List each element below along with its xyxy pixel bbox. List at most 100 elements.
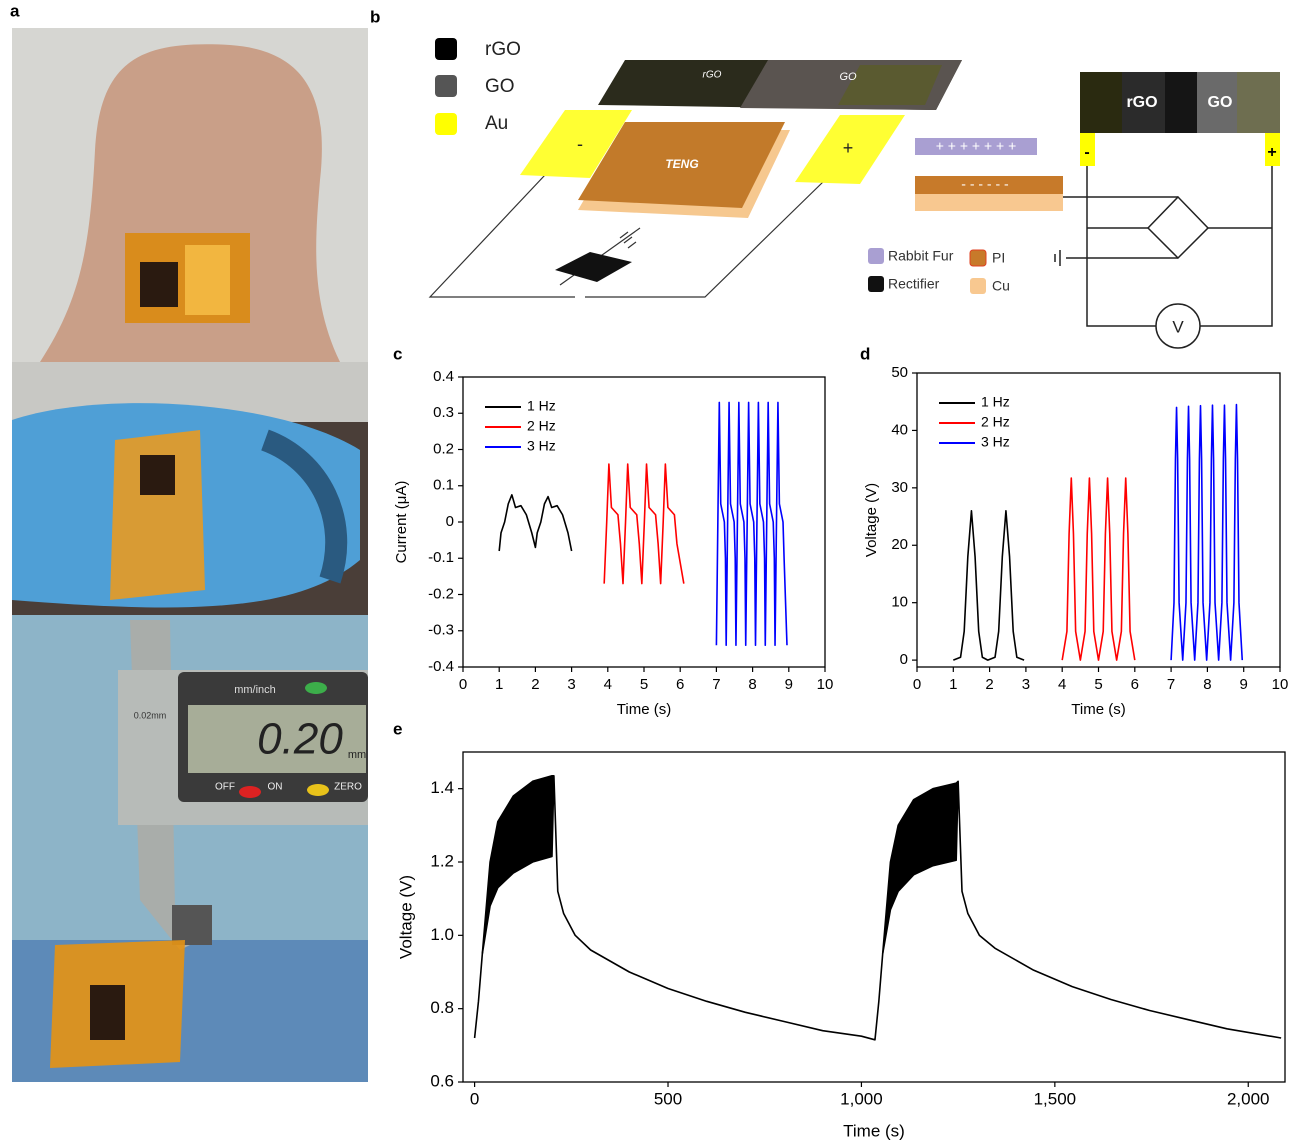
material-swatch [868,276,884,292]
legend-label: rGO [485,39,521,60]
x-tick-label: 8 [748,676,756,693]
y-axis-title: Voltage (V) [396,875,415,959]
circuit [1055,166,1272,348]
device-label: rGO [703,70,722,81]
electrode-dark [90,985,125,1040]
x-tick-label: 10 [817,676,834,693]
legend-swatch [435,75,457,97]
y-tick-label: 0.3 [433,404,454,421]
series-line [1062,478,1135,660]
y-tick-label: 0.4 [433,368,454,385]
panel-label: a [10,1,20,20]
figure: a b c d e mm/inch 0.20 mm OFF ON ZERO 0.… [0,0,1293,1140]
x-tick-label: 1 [949,676,957,693]
y-tick-label: 40 [891,421,908,438]
panel-label: d [860,344,870,363]
legend-label: 2 Hz [527,418,556,434]
series-line [499,495,571,551]
electrode-dark [140,262,178,307]
y-tick-label: 0 [446,513,454,530]
charge-label: + + + + + + + [936,138,1017,154]
charging-band [883,781,958,953]
photo-wrist [12,28,368,362]
button [305,682,327,694]
electrode-dark [140,455,175,495]
material-label: PI [992,250,1005,266]
x-tick-label: 5 [1094,676,1102,693]
jaw-tip [172,905,212,945]
series-line [475,776,1282,1040]
electrode-label: - [1084,144,1089,161]
x-tick-label: 4 [1058,676,1066,693]
legend-swatch [435,113,457,135]
x-tick-label: 9 [785,676,793,693]
button [307,784,329,796]
strip-segment [1165,72,1197,133]
legend-label: 1 Hz [527,398,556,414]
y-tick-label: 0.8 [430,998,454,1017]
legend-label: Au [485,113,508,134]
legend-label: 2 Hz [981,414,1010,430]
x-tick-label: 9 [1240,676,1248,693]
x-tick-label: 7 [712,676,720,693]
caliper-text: ZERO [334,782,362,793]
y-tick-label: -0.2 [428,585,454,602]
strip-segment [1080,72,1122,133]
strip-label: GO [1208,94,1233,111]
material-label: Rabbit Fur [888,248,954,264]
x-tick-label: 2,000 [1227,1089,1270,1108]
x-tick-label: 6 [1131,676,1139,693]
x-tick-label: 0 [470,1089,479,1108]
legend-label: 1 Hz [981,394,1010,410]
x-tick-label: 7 [1167,676,1175,693]
x-tick-label: 3 [567,676,575,693]
legend-label: 3 Hz [527,438,556,454]
cu-layer [915,194,1063,211]
x-tick-label: 4 [604,676,612,693]
y-tick-label: 30 [891,479,908,496]
y-tick-label: 1.0 [430,925,454,944]
photo-foam [12,362,368,615]
y-axis-title: Voltage (V) [863,483,880,557]
series-line [1171,405,1242,661]
x-tick-label: 0 [459,676,467,693]
electrode-label: - [577,134,583,154]
y-tick-label: 50 [891,364,908,381]
x-tick-label: 3 [1022,676,1030,693]
panel-label: c [393,344,402,363]
path [1055,250,1060,266]
legend-label: 3 Hz [981,434,1010,450]
y-tick-label: 20 [891,536,908,553]
device-label: TENG [665,157,698,171]
panel-label: b [370,7,380,26]
button [239,786,261,798]
x-axis-title: Time (s) [843,1121,905,1140]
material-swatch [970,250,986,266]
x-tick-label: 2 [985,676,993,693]
charging-band [482,776,554,954]
caliper-text: 0.02mm [134,710,167,720]
x-tick-label: 1,000 [840,1089,883,1108]
polyline [1087,166,1156,326]
meter-label: V [1172,317,1184,336]
material-label: Rectifier [888,276,940,292]
y-axis-title: Current (μA) [393,481,410,564]
device-label: GO [839,71,857,83]
legend-swatch [435,38,457,60]
y-tick-label: 0.6 [430,1071,454,1090]
strip-label: rGO [1126,94,1157,111]
caliper-text: OFF [215,782,235,793]
x-tick-label: 8 [1203,676,1211,693]
x-tick-label: 5 [640,676,648,693]
y-tick-label: 0.1 [433,477,454,494]
page: Figure {"panel_labels": ["a", "b", "c", … [0,0,1293,1140]
plot-frame [463,752,1285,1082]
strip-segment [1237,72,1280,133]
caliper-text: mm [348,749,366,761]
x-axis-title: Time (s) [1071,701,1125,718]
electrode-label: + [1267,144,1276,161]
material-label: Cu [992,278,1010,294]
body: a b c d e mm/inch 0.20 mm OFF ON ZERO 0.… [0,0,1293,1140]
charge-label: - - - - - - [961,176,1009,192]
y-tick-label: 10 [891,594,908,611]
